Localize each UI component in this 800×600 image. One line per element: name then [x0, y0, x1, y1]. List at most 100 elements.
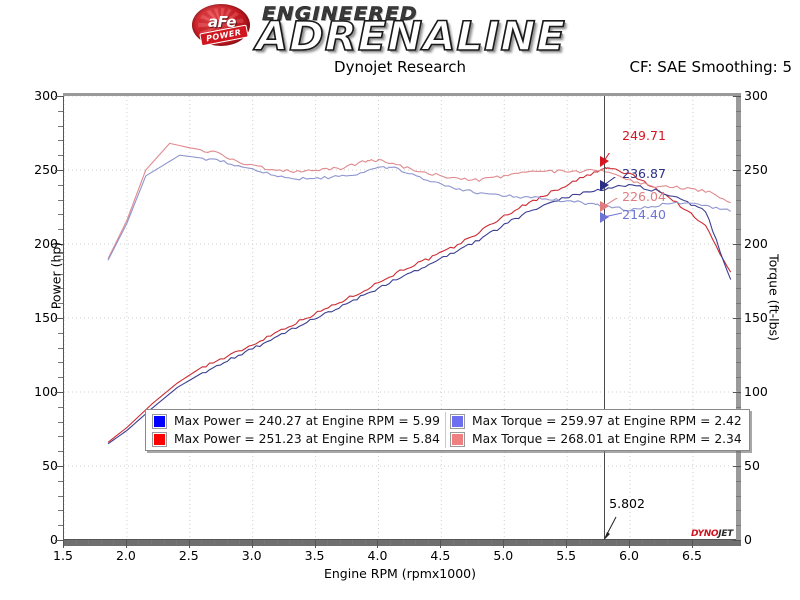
- legend-color-swatch: [449, 431, 465, 447]
- value-callout-torque-red: 249.71: [622, 128, 666, 143]
- y-axis-tick-mark-right: [733, 466, 741, 467]
- curve-lines: [107, 142, 732, 445]
- y-axis-minor-tick-right: [736, 451, 741, 453]
- x-axis-minor-tick: [138, 540, 140, 545]
- y-axis-minor-tick-left: [58, 480, 63, 482]
- y-axis-tick-mark-right: [733, 318, 741, 319]
- y-axis-tick-mark-right: [733, 170, 741, 171]
- y-axis-minor-tick-left: [58, 184, 63, 186]
- legend-item-label: Max Power = 251.23 at Engine RPM = 5.84: [174, 432, 440, 446]
- y-axis-tick-mark-left: [55, 170, 63, 171]
- y-axis-tick-label-right: 100: [744, 384, 768, 399]
- y-axis-minor-tick-right: [736, 377, 741, 379]
- x-axis-minor-tick: [176, 540, 178, 545]
- x-axis-tick-label: 5.0: [493, 548, 514, 563]
- callout-pointer-torque-blue: [600, 198, 619, 212]
- x-axis-minor-tick: [515, 540, 517, 545]
- y-axis-minor-tick-left: [58, 495, 63, 497]
- adrenaline-wordmark: ADRENALINE: [255, 13, 566, 61]
- y-axis-tick-mark-left: [55, 540, 63, 541]
- y-axis-minor-tick-left: [58, 451, 63, 453]
- x-axis-minor-tick: [151, 540, 153, 545]
- x-axis-minor-tick: [75, 540, 77, 545]
- bottom-axis-bar: [63, 540, 741, 546]
- y-axis-tick-label-left: 200: [34, 236, 58, 251]
- x-axis-minor-tick: [452, 540, 454, 545]
- x-axis-tick-label: 4.5: [430, 548, 451, 563]
- value-callout-power-red: 236.87: [622, 166, 666, 181]
- y-axis-minor-tick-left: [58, 436, 63, 438]
- legend-item[interactable]: Max Torque = 268.01 at Engine RPM = 2.34: [446, 430, 747, 448]
- y-axis-minor-tick-right: [736, 184, 741, 186]
- legend-column-1: Max Power = 240.27 at Engine RPM = 5.99 M…: [148, 412, 445, 448]
- x-axis-tick-mark: [503, 540, 505, 548]
- y-axis-minor-tick-right: [736, 362, 741, 364]
- x-axis-minor-tick: [654, 540, 656, 545]
- y-axis-tick-mark-right: [733, 540, 741, 541]
- y-axis-minor-tick-left: [58, 229, 63, 231]
- legend-item[interactable]: Max Power = 240.27 at Engine RPM = 5.99: [148, 412, 445, 430]
- chart-legend[interactable]: Max Power = 240.27 at Engine RPM = 5.99 M…: [145, 409, 750, 451]
- y-axis-tick-label-left: 250: [34, 162, 58, 177]
- x-axis-minor-tick: [490, 540, 492, 545]
- x-axis-tick-mark: [629, 540, 631, 548]
- y-axis-minor-tick-right: [736, 495, 741, 497]
- y-axis-minor-tick-left: [58, 406, 63, 408]
- x-axis-minor-tick: [352, 540, 354, 545]
- dynojet-watermark-part1: DYNO: [691, 529, 719, 539]
- legend-item-label: Max Power = 240.27 at Engine RPM = 5.99: [174, 414, 440, 428]
- x-axis-minor-tick: [213, 540, 215, 545]
- y-axis-minor-tick-left: [58, 214, 63, 216]
- y-axis-minor-tick-right: [736, 155, 741, 157]
- cursor-line[interactable]: [604, 96, 606, 540]
- x-axis-minor-tick: [100, 540, 102, 545]
- y-axis-minor-tick-left: [58, 288, 63, 290]
- y-axis-minor-tick-right: [736, 525, 741, 527]
- y-axis-minor-tick-left: [58, 110, 63, 112]
- x-axis-minor-tick: [113, 540, 115, 545]
- plot-top-border: [63, 93, 736, 98]
- x-axis-minor-tick: [415, 540, 417, 545]
- x-axis-minor-tick: [276, 540, 278, 545]
- y-axis-tick-label-left: 100: [34, 384, 58, 399]
- x-axis-tick-label: 3.5: [304, 548, 325, 563]
- cursor-rpm-label: 5.802: [609, 496, 645, 511]
- x-axis-minor-tick: [364, 540, 366, 545]
- legend-color-swatch: [152, 431, 167, 447]
- y-axis-tick-mark-left: [55, 392, 63, 393]
- x-axis-minor-tick: [591, 540, 593, 545]
- y-axis-minor-tick-right: [736, 347, 741, 349]
- y-axis-minor-tick-left: [58, 155, 63, 157]
- y-axis-minor-tick-right: [736, 288, 741, 290]
- brand-banner: aFe POWER ENGINEERED ADRENALINE: [0, 0, 800, 61]
- callout-pointer-torque-red: [600, 153, 611, 167]
- y-axis-minor-tick-left: [58, 332, 63, 334]
- y-axis-minor-tick-left: [58, 140, 63, 142]
- y-axis-tick-label-right: 50: [744, 458, 760, 473]
- x-axis-minor-tick: [226, 540, 228, 545]
- chart-title: Dynojet Research: [334, 58, 466, 76]
- y-axis-minor-tick-right: [736, 273, 741, 275]
- legend-item[interactable]: Max Torque = 259.97 at Engine RPM = 2.42: [446, 412, 747, 430]
- x-axis-minor-tick: [327, 540, 329, 545]
- y-axis-minor-tick-left: [58, 525, 63, 527]
- x-axis-tick-mark: [440, 540, 442, 548]
- x-axis-minor-tick: [390, 540, 392, 545]
- legend-item[interactable]: Max Power = 251.23 at Engine RPM = 5.84: [148, 430, 445, 448]
- x-axis-tick-label: 2.5: [178, 548, 199, 563]
- y-axis-minor-tick-left: [58, 273, 63, 275]
- y-axis-tick-label-left: 150: [34, 310, 58, 325]
- x-axis-minor-tick: [578, 540, 580, 545]
- x-axis-minor-tick: [478, 540, 480, 545]
- y-axis-minor-tick-left: [58, 125, 63, 127]
- y-axis-minor-tick-left: [58, 258, 63, 260]
- y-axis-minor-tick-right: [736, 332, 741, 334]
- value-callout-power-blue: 214.40: [622, 207, 666, 222]
- x-axis-tick-mark: [314, 540, 316, 548]
- afe-power-logo: aFe POWER: [192, 2, 258, 48]
- x-axis-tick-label: 1.5: [53, 548, 73, 563]
- y-axis-tick-label-left: 50: [42, 458, 58, 473]
- x-axis-tick-mark: [691, 540, 693, 548]
- x-axis-minor-tick: [239, 540, 241, 545]
